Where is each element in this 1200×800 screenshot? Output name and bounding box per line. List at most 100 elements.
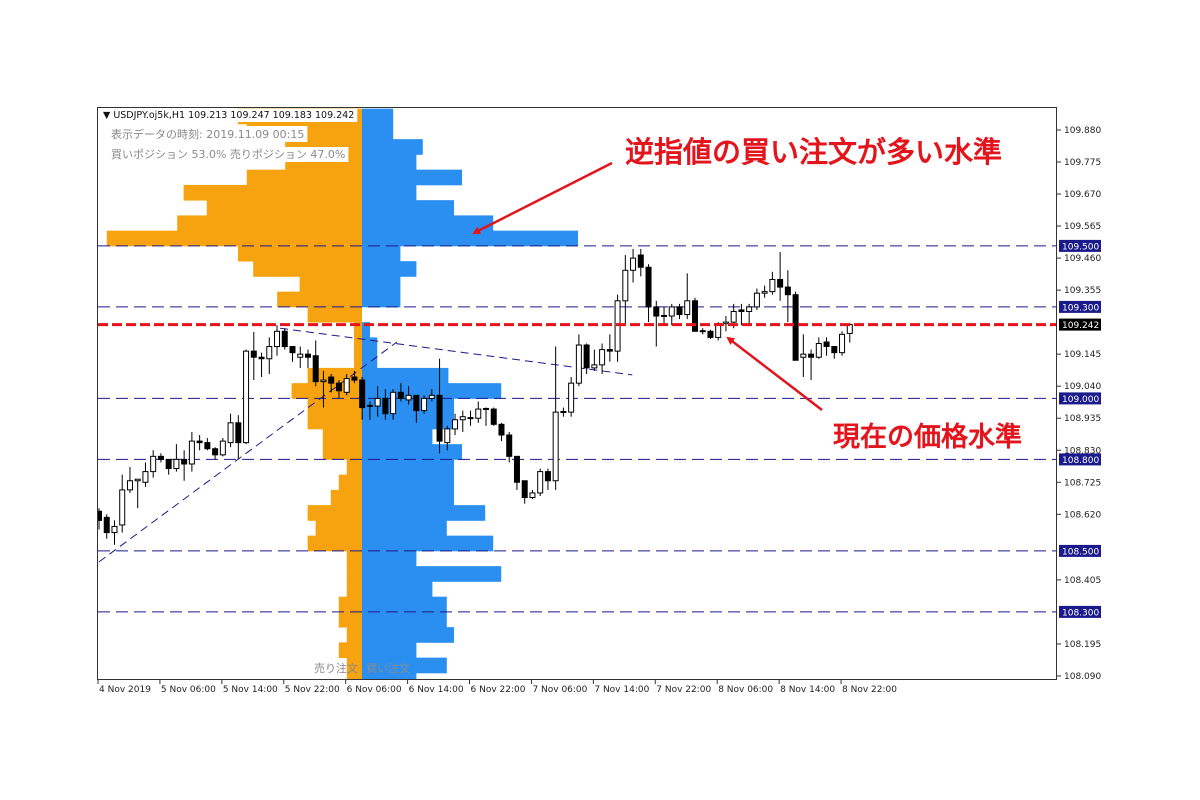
price-tick-label: 108.405 — [1064, 576, 1101, 586]
bear-candle — [676, 306, 683, 316]
sell-order-bar — [330, 489, 362, 506]
bull-candle — [560, 411, 567, 414]
bull-candle — [684, 300, 691, 316]
sell-order-bar — [354, 337, 362, 354]
buy-order-bar — [362, 627, 454, 643]
price-level-badge — [1059, 605, 1101, 618]
price-level-badge-label: 109.500 — [1062, 242, 1099, 252]
buy-order-bar — [362, 200, 454, 216]
bull-candle — [366, 404, 373, 407]
bear-candle — [506, 434, 513, 457]
bear-candle — [235, 422, 242, 444]
bear-candle — [653, 306, 660, 317]
bull-candle — [815, 343, 822, 358]
price-level-badge-label: 108.300 — [1062, 608, 1099, 618]
buy-orders-label: 買い注文 — [366, 661, 410, 675]
price-tick-label: 109.880 — [1064, 126, 1101, 136]
bull-candle — [483, 407, 489, 410]
buy-order-bar — [362, 611, 447, 628]
sell-order-bar — [346, 566, 362, 582]
time-tick-label: 4 Nov 2019 — [99, 685, 151, 695]
position-ratio-label: 買いポジション 53.0% 売りポジション 47.0% — [111, 148, 345, 161]
bear-candle — [258, 356, 265, 360]
bull-candle — [188, 440, 195, 465]
bear-candle — [413, 394, 420, 412]
sell-order-bar — [206, 200, 362, 216]
time-tick-label: 7 Nov 14:00 — [594, 685, 649, 695]
bull-candle — [475, 408, 482, 419]
bull-candle — [390, 391, 397, 415]
buy-order-bar — [362, 169, 462, 186]
bear-candle — [823, 341, 830, 348]
bull-candle — [452, 419, 459, 430]
bull-candle — [374, 397, 381, 407]
bear-candle — [436, 394, 443, 442]
sell-order-bar — [346, 581, 362, 598]
buy-order-bar — [362, 322, 370, 338]
annotation-arrow-stop-buy — [472, 161, 613, 235]
bull-candle — [722, 321, 729, 325]
sell-order-bar — [307, 505, 362, 521]
sell-order-bar — [277, 291, 362, 308]
bear-candle — [250, 350, 257, 358]
bear-candle — [359, 379, 366, 409]
time-tick-label: 8 Nov 06:00 — [718, 685, 773, 695]
time-tick-label: 7 Nov 22:00 — [656, 685, 711, 695]
bull-candle — [320, 379, 327, 383]
bull-candle — [421, 397, 428, 412]
sell-order-bar — [307, 306, 362, 323]
price-tick-label: 109.775 — [1064, 158, 1101, 168]
price-tick-label: 109.565 — [1064, 222, 1101, 232]
buy-order-bar — [362, 520, 447, 537]
buy-order-bar — [362, 505, 486, 521]
info-text-background — [98, 109, 358, 122]
bull-candle — [119, 489, 126, 526]
sell-order-bar — [315, 520, 362, 537]
bull-candle — [219, 440, 226, 456]
data-time-label: 表示データの時刻: 2019.11.09 00:15 — [111, 127, 304, 141]
current-price-badge-label: 109.242 — [1062, 321, 1099, 331]
sell-order-bar — [177, 215, 362, 232]
bull-candle — [568, 382, 575, 413]
sell-order-bar — [106, 230, 362, 247]
bear-candle — [637, 254, 644, 268]
buy-order-bar — [362, 550, 417, 567]
buy-order-bar — [362, 108, 394, 125]
bear-candle — [808, 353, 815, 358]
price-tick-label: 108.090 — [1064, 672, 1101, 682]
sell-order-bar — [346, 550, 362, 567]
buy-order-bar — [362, 474, 454, 491]
price-level-badge — [1059, 392, 1101, 405]
bear-candle — [490, 408, 497, 425]
bull-candle — [274, 330, 281, 348]
bull-candle — [575, 344, 582, 384]
price-tick-label: 109.670 — [1064, 190, 1101, 200]
bear-candle — [544, 471, 551, 482]
price-tick-label: 109.460 — [1064, 254, 1101, 264]
sell-order-bar — [299, 276, 362, 293]
price-tick-label: 108.725 — [1064, 478, 1101, 488]
bear-candle — [103, 516, 110, 534]
sell-order-bar — [322, 444, 362, 460]
sell-order-bar — [346, 672, 362, 679]
bear-candle — [328, 376, 335, 384]
time-tick-label: 6 Nov 14:00 — [409, 685, 464, 695]
bear-candle — [513, 455, 520, 483]
bull-candle — [630, 257, 637, 271]
buy-order-bar — [362, 245, 401, 262]
sell-order-bar — [346, 459, 362, 476]
bear-candle — [397, 391, 404, 399]
time-axis: 4 Nov 2019 5 Nov 06:00 5 Nov 14:00 5 Nov 22… — [97, 680, 897, 695]
bull-candle — [459, 416, 466, 421]
bear-candle — [777, 278, 784, 288]
order-book-histogram — [106, 108, 578, 679]
bear-candle — [521, 480, 528, 499]
time-tick-label: 8 Nov 22:00 — [842, 685, 897, 695]
trendlines — [98, 327, 633, 563]
current-price-line: 109.242 — [98, 318, 1101, 331]
bull-candle — [839, 333, 846, 354]
buy-order-bar — [362, 291, 401, 308]
bull-candle — [769, 278, 776, 293]
bull-candle — [428, 394, 435, 399]
